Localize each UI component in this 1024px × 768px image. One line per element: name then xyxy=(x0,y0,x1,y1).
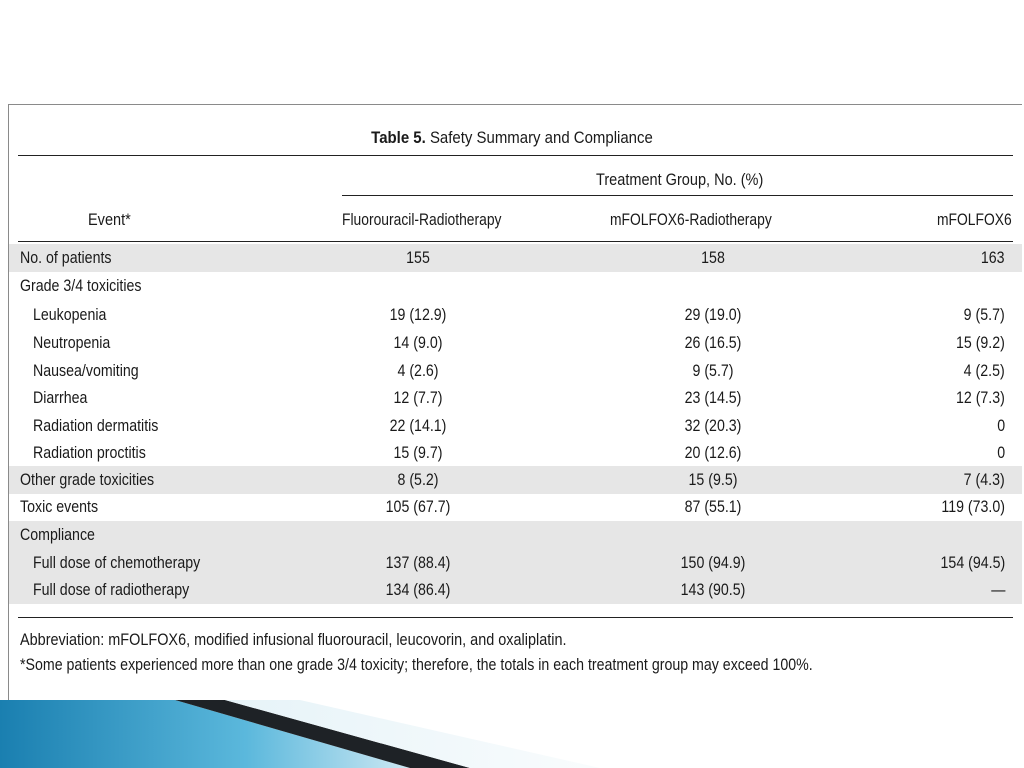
cell-value: 4 (2.5) xyxy=(963,362,1005,380)
row-label: Grade 3/4 toxicities xyxy=(20,277,142,295)
row-shading xyxy=(9,549,1022,577)
cell-value: 158 xyxy=(701,249,725,267)
row-label: Radiation proctitis xyxy=(33,444,146,462)
cell-value: 20 (12.6) xyxy=(684,444,742,462)
cell-value: — xyxy=(990,581,1005,599)
cell-value: 0 xyxy=(997,417,1005,435)
column-header-mfolfox6: mFOLFOX6 xyxy=(937,211,1012,229)
cell-value: 23 (14.5) xyxy=(684,389,742,407)
group-header: Treatment Group, No. (%) xyxy=(596,171,764,189)
row-label: Other grade toxicities xyxy=(20,471,155,489)
row-label: No. of patients xyxy=(20,249,112,267)
header-rule xyxy=(18,241,1013,242)
top-rule xyxy=(18,155,1013,156)
cell-value: 9 (5.7) xyxy=(692,362,734,380)
cell-value: 155 xyxy=(406,249,430,267)
cell-value: 4 (2.6) xyxy=(397,362,439,380)
cell-value: 15 (9.5) xyxy=(688,471,738,489)
cell-value: 8 (5.2) xyxy=(397,471,439,489)
cell-value: 137 (88.4) xyxy=(385,554,451,572)
decoration-pale-band xyxy=(225,700,600,768)
cell-value: 87 (55.1) xyxy=(684,498,742,516)
cell-value: 150 (94.9) xyxy=(680,554,746,572)
table-number: Table 5. xyxy=(371,128,426,147)
group-rule xyxy=(342,195,1013,196)
decoration-blue-band xyxy=(0,700,410,768)
row-label: Toxic events xyxy=(20,498,99,516)
cell-value: 15 (9.2) xyxy=(956,334,1005,352)
row-label: Full dose of chemotherapy xyxy=(33,554,201,572)
row-label: Radiation dermatitis xyxy=(33,417,159,435)
slide-decoration xyxy=(0,700,600,768)
row-label: Nausea/vomiting xyxy=(33,362,139,380)
cell-value: 15 (9.7) xyxy=(393,444,443,462)
row-shading xyxy=(9,466,1022,494)
cell-value: 12 (7.7) xyxy=(393,389,443,407)
cell-value: 9 (5.7) xyxy=(963,306,1005,324)
row-label: Neutropenia xyxy=(33,334,111,352)
cell-value: 163 xyxy=(981,249,1005,267)
cell-value: 0 xyxy=(997,444,1005,462)
table-title: Table 5. Safety Summary and Compliance xyxy=(61,128,962,148)
cell-value: 143 (90.5) xyxy=(680,581,746,599)
cell-value: 14 (9.0) xyxy=(393,334,443,352)
cell-value: 7 (4.3) xyxy=(963,471,1005,489)
cell-value: 22 (14.1) xyxy=(389,417,447,435)
cell-value: 26 (16.5) xyxy=(684,334,742,352)
bottom-rule xyxy=(18,617,1013,618)
row-shading xyxy=(9,521,1022,549)
row-label: Diarrhea xyxy=(33,389,88,407)
row-label: Leukopenia xyxy=(33,306,107,324)
cell-value: 134 (86.4) xyxy=(385,581,451,599)
row-label: Compliance xyxy=(20,526,95,544)
table-frame xyxy=(8,104,1022,702)
column-header-fluorouracil-radiotherapy: Fluorouracil-Radiotherapy xyxy=(342,211,502,229)
cell-value: 105 (67.7) xyxy=(385,498,451,516)
cell-value: 29 (19.0) xyxy=(684,306,742,324)
table-caption: Safety Summary and Compliance xyxy=(429,128,653,147)
cell-value: 154 (94.5) xyxy=(940,554,1005,572)
decoration-dark-stripe xyxy=(175,700,470,768)
cell-value: 19 (12.9) xyxy=(389,306,447,324)
row-shading xyxy=(9,244,1022,272)
footnote-toxicity: *Some patients experienced more than one… xyxy=(20,656,813,674)
column-header-event: Event* xyxy=(88,211,131,229)
row-shading xyxy=(9,576,1022,604)
cell-value: 12 (7.3) xyxy=(956,389,1005,407)
column-header-mfolfox6-radiotherapy: mFOLFOX6-Radiotherapy xyxy=(610,211,772,229)
cell-value: 32 (20.3) xyxy=(684,417,742,435)
row-label: Full dose of radiotherapy xyxy=(33,581,190,599)
footnote-abbreviation: Abbreviation: mFOLFOX6, modified infusio… xyxy=(20,631,567,649)
cell-value: 119 (73.0) xyxy=(941,498,1005,516)
